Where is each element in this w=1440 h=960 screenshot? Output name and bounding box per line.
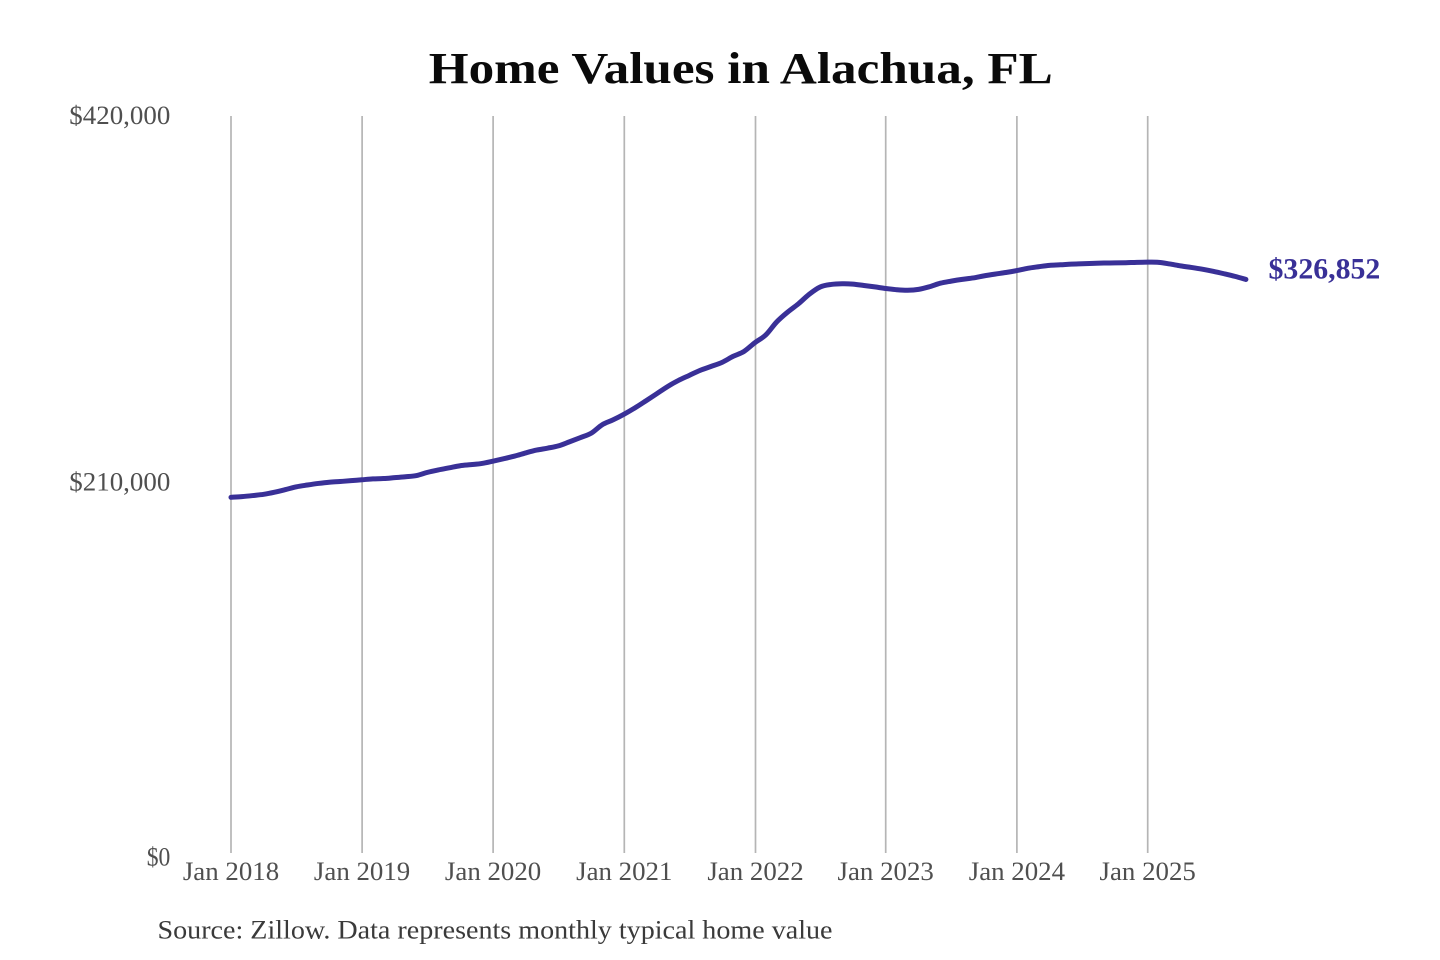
svg-text:Jan 2022: Jan 2022: [707, 857, 803, 886]
svg-text:Jan 2023: Jan 2023: [838, 857, 934, 886]
svg-text:Jan 2025: Jan 2025: [1100, 857, 1196, 886]
svg-text:Jan 2024: Jan 2024: [969, 857, 1065, 886]
svg-text:Source: Zillow. Data represent: Source: Zillow. Data represents monthly …: [158, 915, 833, 944]
svg-text:$0: $0: [147, 842, 171, 871]
svg-text:Jan 2019: Jan 2019: [314, 857, 410, 886]
svg-text:Jan 2021: Jan 2021: [576, 857, 672, 886]
svg-text:$326,852: $326,852: [1269, 253, 1381, 286]
svg-text:Home Values in Alachua, FL: Home Values in Alachua, FL: [429, 44, 1053, 93]
svg-text:Jan 2020: Jan 2020: [445, 857, 541, 886]
svg-text:$420,000: $420,000: [69, 101, 170, 130]
svg-text:Jan 2018: Jan 2018: [183, 857, 279, 886]
svg-text:$210,000: $210,000: [69, 468, 170, 497]
